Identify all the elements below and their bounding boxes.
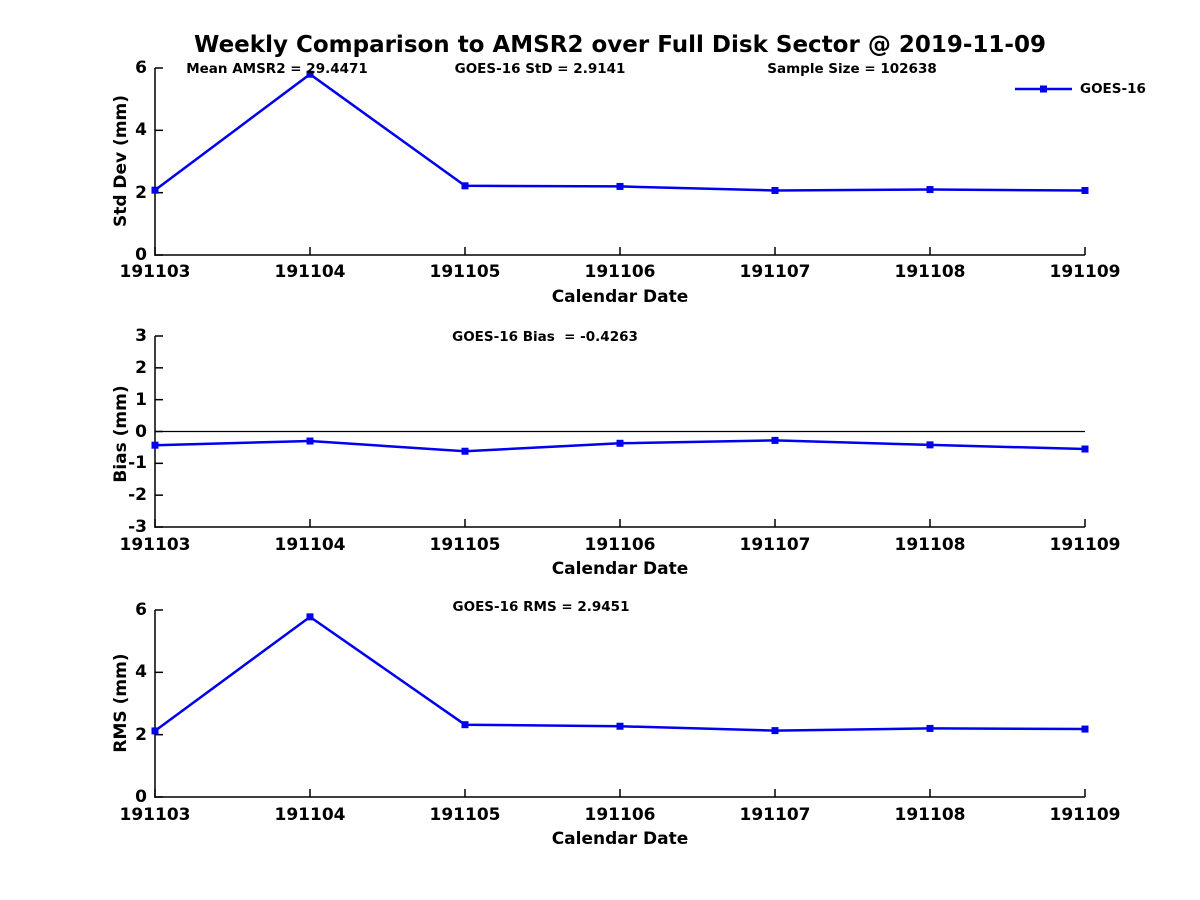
x-tick-label: 191108 xyxy=(894,262,966,282)
x-tick-label: 191108 xyxy=(894,535,966,555)
y-tick-label: 4 xyxy=(135,120,147,141)
data-point-marker xyxy=(616,722,624,730)
x-tick-label: 191106 xyxy=(584,805,656,825)
legend-label-goes16: GOES-16 xyxy=(1080,81,1146,97)
x-tick-label: 191104 xyxy=(274,262,346,282)
y-tick-label: 6 xyxy=(135,600,147,620)
data-point-marker xyxy=(1081,445,1089,453)
annotation-goes16-rms: GOES-16 RMS = 2.9451 xyxy=(452,599,630,615)
annotation-goes16-std: GOES-16 StD = 2.9141 xyxy=(454,61,626,77)
x-tick-label: 191104 xyxy=(274,805,346,825)
annotation-sample-size: Sample Size = 102638 xyxy=(767,61,937,77)
data-point-marker xyxy=(461,182,469,190)
x-tick-label: 191107 xyxy=(739,262,811,282)
x-tick-label: 191108 xyxy=(894,805,966,825)
x-tick-label: 191109 xyxy=(1049,805,1121,825)
data-point-marker xyxy=(151,186,159,194)
data-point-marker xyxy=(306,437,314,445)
x-tick-label: 191105 xyxy=(429,535,501,555)
data-point-marker xyxy=(926,441,934,449)
x-tick-label: 191106 xyxy=(584,262,656,282)
chart-title: Weekly Comparison to AMSR2 over Full Dis… xyxy=(194,32,1046,58)
x-axis-label-calendar-date: Calendar Date xyxy=(551,559,689,579)
annotation-goes16-bias: GOES-16 Bias = -0.4263 xyxy=(452,329,638,345)
data-point-marker xyxy=(771,436,779,444)
y-tick-label: 0 xyxy=(135,787,147,807)
data-point-marker xyxy=(616,182,624,190)
y-tick-label: 6 xyxy=(135,58,147,78)
x-tick-label: 191107 xyxy=(739,535,811,555)
legend-sample-marker xyxy=(1040,85,1047,93)
y-tick-label: 2 xyxy=(135,724,147,745)
data-point-marker xyxy=(1081,186,1089,194)
data-point-marker xyxy=(461,447,469,455)
data-point-marker xyxy=(771,186,779,194)
data-point-marker xyxy=(926,186,934,194)
series-line-goes-16 xyxy=(154,615,1086,732)
y-tick-label: -1 xyxy=(128,453,147,474)
y-axis-label-std-dev: Std Dev (mm) xyxy=(111,94,131,228)
data-point-marker xyxy=(1081,725,1089,733)
x-tick-label: 191105 xyxy=(429,805,501,825)
series-line-goes-16 xyxy=(154,72,1086,192)
data-point-marker xyxy=(926,724,934,732)
y-tick-label: 2 xyxy=(135,357,147,378)
data-point-marker xyxy=(771,727,779,735)
x-tick-label: 191103 xyxy=(119,805,191,825)
data-point-marker xyxy=(306,613,314,621)
y-tick-label: 3 xyxy=(135,326,147,346)
data-point-marker xyxy=(461,721,469,729)
y-tick-label: -3 xyxy=(128,517,147,537)
x-tick-label: 191107 xyxy=(739,805,811,825)
data-point-marker xyxy=(151,727,159,735)
y-tick-label: 1 xyxy=(135,389,147,410)
x-tick-label: 191104 xyxy=(274,535,346,555)
data-point-marker xyxy=(306,70,314,78)
x-tick-label: 191109 xyxy=(1049,535,1121,555)
y-tick-label: 0 xyxy=(135,421,147,442)
x-axis-label-calendar-date: Calendar Date xyxy=(551,829,689,849)
x-axis-label-calendar-date: Calendar Date xyxy=(551,287,689,307)
data-point-marker xyxy=(151,441,159,449)
annotation-mean-amsr2: Mean AMSR2 = 29.4471 xyxy=(186,61,368,77)
x-tick-label: 191103 xyxy=(119,535,191,555)
x-tick-label: 191106 xyxy=(584,535,656,555)
y-tick-label: 4 xyxy=(135,662,147,683)
x-tick-label: 191103 xyxy=(119,262,191,282)
data-point-marker xyxy=(616,439,624,447)
y-tick-label: 2 xyxy=(135,182,147,203)
y-tick-label: -2 xyxy=(128,485,147,506)
x-tick-label: 191109 xyxy=(1049,262,1121,282)
x-tick-label: 191105 xyxy=(429,262,501,282)
y-tick-label: 0 xyxy=(135,245,147,265)
